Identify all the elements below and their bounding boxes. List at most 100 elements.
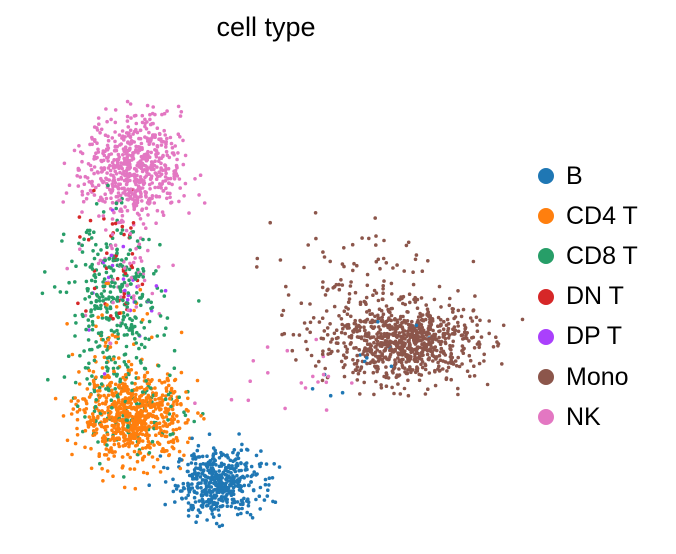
scatter-point-mono: [371, 326, 376, 331]
scatter-point-cd8-t: [89, 278, 94, 283]
scatter-point-cd8-t: [98, 306, 103, 311]
scatter-point-mono: [268, 220, 273, 225]
scatter-point-mono: [346, 307, 351, 311]
scatter-point-cd4-t: [94, 375, 98, 380]
scatter-point-cd4-t: [166, 440, 171, 445]
scatter-point-mono: [323, 366, 328, 371]
scatter-point-nk: [162, 111, 167, 116]
scatter-point-cd4-t: [106, 408, 110, 413]
scatter-point-cd4-t: [157, 421, 162, 426]
scatter-point-nk: [151, 133, 155, 137]
legend-marker-icon: [538, 328, 554, 345]
scatter-point-cd4-t: [162, 380, 167, 384]
scatter-point-mono: [416, 345, 420, 349]
scatter-point-mono: [281, 308, 286, 313]
scatter-point-b: [231, 474, 235, 478]
scatter-point-cd8-t: [163, 397, 168, 402]
scatter-point-cd4-t: [113, 404, 117, 408]
scatter-point-mono: [420, 313, 425, 317]
scatter-point-cd4-t: [173, 377, 178, 382]
scatter-point-b: [257, 494, 262, 499]
scatter-point-cd8-t: [46, 377, 50, 382]
scatter-point-b: [198, 475, 203, 479]
scatter-point-cd4-t: [126, 401, 130, 405]
scatter-point-mono: [339, 330, 344, 335]
scatter-point-cd8-t: [99, 330, 104, 335]
scatter-point-mono: [369, 360, 374, 364]
scatter-point-cd4-t: [140, 439, 145, 443]
scatter-point-mono: [471, 335, 476, 340]
scatter-point-cd8-t: [126, 252, 131, 256]
scatter-point-dn-t: [77, 215, 82, 219]
scatter-point-nk: [106, 138, 111, 143]
scatter-point-cd4-t: [70, 352, 75, 357]
scatter-point-mono: [361, 352, 365, 356]
scatter-point-nk: [152, 201, 157, 205]
scatter-point-mono: [439, 322, 443, 327]
scatter-point-nk: [128, 102, 133, 106]
scatter-point-b: [227, 489, 231, 494]
scatter-point-mono: [442, 332, 446, 337]
scatter-point-mono: [364, 295, 369, 300]
scatter-point-mono: [321, 280, 325, 284]
scatter-point-mono: [388, 354, 392, 359]
scatter-point-mono: [322, 255, 327, 259]
scatter-point-b: [190, 482, 194, 486]
scatter-point-cd8-t: [75, 404, 80, 409]
scatter-point-mono: [390, 340, 395, 345]
scatter-point-nk: [76, 184, 81, 188]
scatter-point-nk: [151, 162, 155, 167]
scatter-point-mono: [423, 392, 428, 396]
scatter-point-cd8-t: [105, 348, 109, 352]
scatter-point-cd4-t: [114, 414, 119, 419]
scatter-point-cd8-t: [104, 270, 109, 275]
legend-label: Mono: [566, 362, 629, 391]
scatter-point-nk: [181, 138, 185, 143]
scatter-point-nk: [135, 200, 140, 205]
scatter-point-nk: [109, 152, 114, 156]
scatter-point-cd4-t: [167, 453, 171, 458]
scatter-point-mono: [373, 360, 378, 364]
scatter-point-cd4-t: [110, 428, 114, 433]
scatter-point-nk: [103, 200, 107, 204]
scatter-point-b: [163, 502, 167, 507]
scatter-point-nk: [86, 191, 90, 196]
scatter-point-mono: [385, 373, 389, 377]
scatter-point-nk: [129, 187, 133, 191]
scatter-point-b: [192, 490, 197, 495]
scatter-point-mono: [332, 331, 337, 336]
scatter-point-cd4-t: [113, 334, 118, 339]
scatter-point-mono: [451, 339, 456, 344]
scatter-point-b: [235, 500, 240, 504]
scatter-point-cd8-t: [94, 202, 99, 206]
scatter-point-cd8-t: [101, 338, 105, 342]
scatter-point-mono: [389, 313, 394, 318]
scatter-point-cd8-t: [138, 359, 143, 363]
scatter-point-cd4-t: [84, 399, 88, 403]
scatter-point-nk: [148, 187, 152, 191]
scatter-point-cd8-t: [129, 324, 134, 328]
scatter-point-mono: [446, 365, 451, 370]
scatter-point-cd8-t: [115, 328, 119, 333]
scatter-point-b: [210, 472, 214, 477]
scatter-point-cd4-t: [150, 455, 155, 459]
scatter-point-nk: [102, 153, 107, 158]
scatter-point-cd8-t: [115, 394, 119, 398]
scatter-point-mono: [446, 322, 451, 326]
scatter-point-nk: [134, 169, 139, 173]
scatter-point-b: [277, 465, 282, 469]
scatter-point-mono: [424, 344, 429, 348]
scatter-point-cd4-t: [122, 485, 127, 490]
scatter-point-cd4-t: [151, 465, 156, 469]
scatter-point-b: [310, 387, 315, 391]
scatter-point-b: [414, 323, 419, 328]
scatter-point-cd4-t: [105, 303, 109, 307]
scatter-point-nk: [198, 173, 203, 177]
scatter-point-nk: [118, 193, 123, 198]
scatter-point-nk: [142, 278, 147, 283]
scatter-point-mono: [382, 323, 386, 328]
scatter-point-cd4-t: [136, 376, 141, 380]
scatter-point-mono: [341, 365, 346, 370]
scatter-point-cd4-t: [160, 403, 164, 407]
scatter-point-cd8-t: [133, 277, 138, 281]
